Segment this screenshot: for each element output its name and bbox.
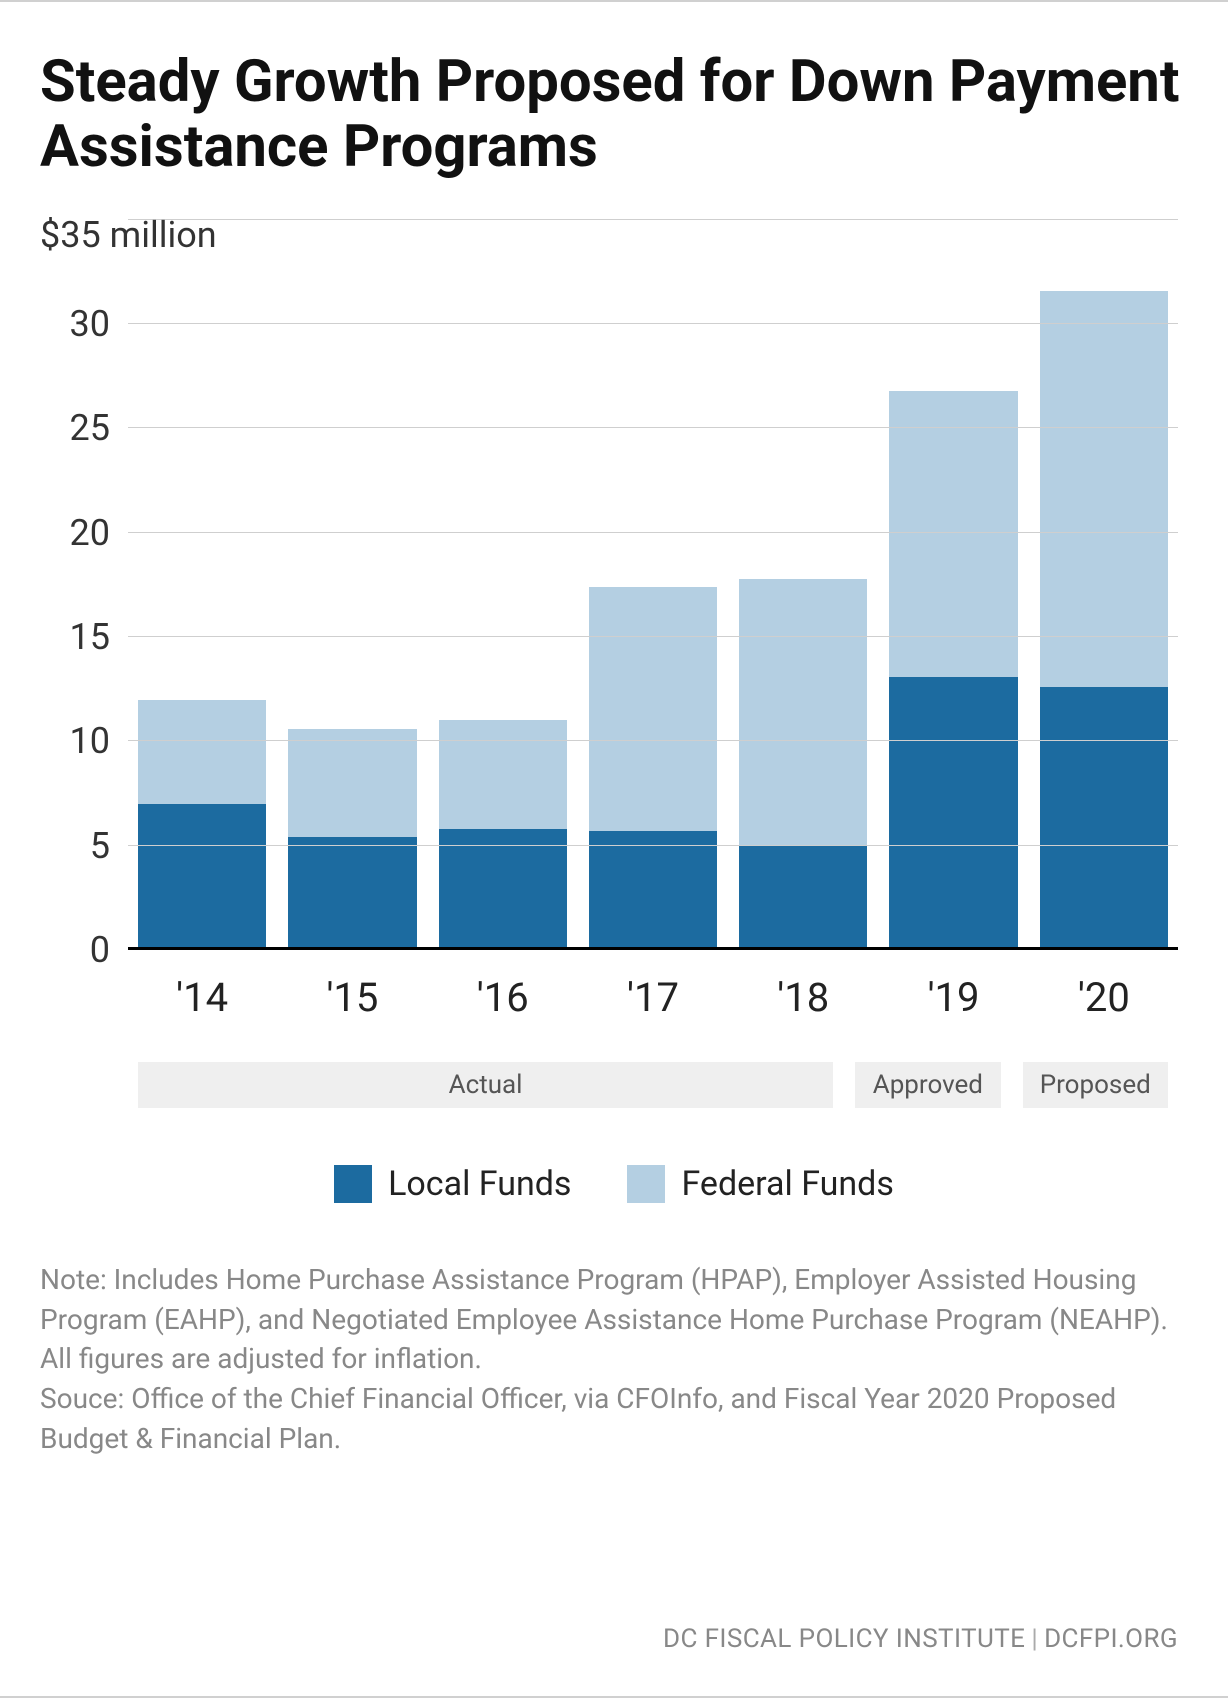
bar-slot (288, 220, 416, 950)
bar-slot (1040, 220, 1168, 950)
gridline (128, 219, 1178, 220)
gridline (128, 740, 1178, 741)
footer-org: DC FISCAL POLICY INSTITUTE (663, 1624, 1025, 1654)
x-tick-label: '16 (439, 960, 567, 1040)
bar-segment-local (889, 677, 1017, 950)
legend-swatch-local (334, 1165, 372, 1203)
chart-title: Steady Growth Proposed for Down Payment … (40, 50, 1188, 180)
gridline (128, 845, 1178, 846)
stacked-bar (138, 700, 266, 950)
footer-attribution: DC FISCAL POLICY INSTITUTE | DCFPI.ORG (663, 1624, 1178, 1654)
legend-item-federal: Federal Funds (627, 1164, 893, 1204)
gridline (128, 427, 1178, 428)
bar-segment-local (439, 829, 567, 950)
footer-sep: | (1031, 1624, 1038, 1654)
bar-segment-local (288, 837, 416, 950)
y-axis-max-label: $35 million (40, 214, 217, 256)
y-tick-label: 20 (40, 512, 110, 554)
x-tick-label: '15 (288, 960, 416, 1040)
y-tick-label: 10 (40, 720, 110, 762)
group-label: Proposed (1023, 1062, 1168, 1108)
group-label: Actual (138, 1062, 833, 1108)
x-tick-label: '20 (1040, 960, 1168, 1040)
x-axis-line (128, 947, 1178, 950)
bar-segment-federal (138, 700, 266, 804)
bar-segment-federal (439, 720, 567, 828)
gridline (128, 532, 1178, 533)
x-tick-label: '17 (589, 960, 717, 1040)
y-tick-label: 15 (40, 616, 110, 658)
legend: Local Funds Federal Funds (40, 1164, 1188, 1204)
category-group-labels: Actual Approved Proposed (128, 1062, 1178, 1108)
plot-area: 051015202530 (128, 220, 1178, 950)
chart-card: Steady Growth Proposed for Down Payment … (0, 0, 1228, 1698)
footnotes: Note: Includes Home Purchase Assistance … (40, 1260, 1188, 1459)
bar-slot (138, 220, 266, 950)
x-tick-label: '19 (889, 960, 1017, 1040)
chart-area: 051015202530 $35 million '14'15'16'17'18… (40, 220, 1188, 1040)
stacked-bar (439, 720, 567, 949)
bar-segment-federal (739, 579, 867, 846)
stacked-bar (589, 587, 717, 950)
footer-site: DCFPI.ORG (1044, 1624, 1178, 1654)
note-text: Note: Includes Home Purchase Assistance … (40, 1260, 1188, 1379)
x-axis-labels: '14 '15 '16 '17 '18 '19 '20 (128, 960, 1178, 1040)
bar-segment-local (138, 804, 266, 950)
bar-segment-federal (1040, 291, 1168, 687)
stacked-bar (288, 729, 416, 950)
bar-segment-federal (889, 391, 1017, 677)
y-tick-label: 0 (40, 929, 110, 971)
stacked-bar (1040, 291, 1168, 950)
bar-slot (589, 220, 717, 950)
legend-swatch-federal (627, 1165, 665, 1203)
bar-segment-federal (288, 729, 416, 837)
gridline (128, 323, 1178, 324)
y-tick-label: 5 (40, 825, 110, 867)
legend-item-local: Local Funds (334, 1164, 571, 1204)
y-tick-label: 30 (40, 303, 110, 345)
bar-segment-local (1040, 687, 1168, 950)
gridline (128, 636, 1178, 637)
bar-slot (739, 220, 867, 950)
x-tick-label: '18 (739, 960, 867, 1040)
stacked-bar (739, 579, 867, 950)
bar-slot (889, 220, 1017, 950)
group-label: Approved (855, 1062, 1000, 1108)
bar-segment-federal (589, 587, 717, 831)
x-tick-label: '14 (138, 960, 266, 1040)
stacked-bar (889, 391, 1017, 950)
legend-label-local: Local Funds (388, 1164, 571, 1204)
bar-container (128, 220, 1178, 950)
bar-segment-local (739, 846, 867, 950)
bar-slot (439, 220, 567, 950)
legend-label-federal: Federal Funds (681, 1164, 893, 1204)
bar-segment-local (589, 831, 717, 950)
source-text: Souce: Office of the Chief Financial Off… (40, 1379, 1188, 1459)
y-tick-label: 25 (40, 407, 110, 449)
